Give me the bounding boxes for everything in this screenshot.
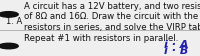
Text: i · A: i · A xyxy=(164,39,188,49)
Text: Repeat #1 with resistors in parallel.: Repeat #1 with resistors in parallel. xyxy=(24,34,178,42)
Text: 1. A: 1. A xyxy=(6,16,22,25)
Text: i · B: i · B xyxy=(164,45,188,55)
Circle shape xyxy=(0,44,18,49)
Circle shape xyxy=(0,12,18,18)
Text: A circuit has a 12V battery, and two resistors
of 8Ω and 16Ω. Draw the circuit w: A circuit has a 12V battery, and two res… xyxy=(24,2,200,32)
